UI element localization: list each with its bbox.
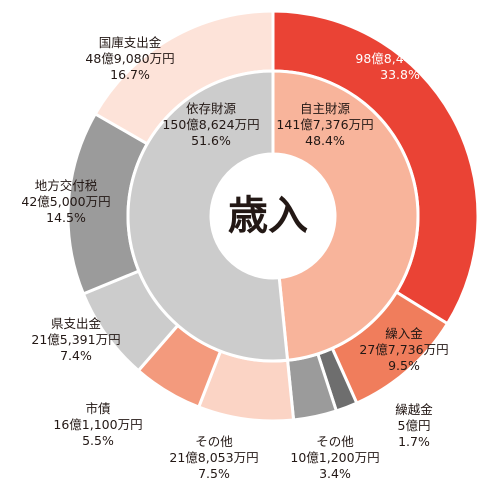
outer-label-4-amount: 21億8,053万円 [169,450,258,465]
inner-slice-1 [126,69,290,363]
outer-label-1-name: 繰入金 [385,326,423,341]
outer-label-5-amount: 16億1,100万円 [53,417,142,432]
outer-label-3-percent: 3.4% [319,466,351,481]
center-hole [211,154,335,278]
outer-label-5-name: 市債 [85,401,110,416]
outer-label-2-name: 繰越金 [395,402,433,417]
outer-label-7-amount: 42億5,000万円 [21,194,110,209]
inner-label-0-amount: 141億7,376万円 [276,117,373,132]
inner-label-1-percent: 51.6% [191,133,231,148]
inner-label-0-percent: 48.4% [305,133,345,148]
outer-label-7-name: 地方交付税 [35,178,98,193]
outer-label-0-name: 市税 [387,35,413,50]
outer-label-0-percent: 33.8% [380,67,420,82]
outer-label-7-percent: 14.5% [46,210,86,225]
inner-label-1-name: 依存財源 [186,101,237,116]
inner-label-1-amount: 150億8,624万円 [162,117,259,132]
outer-label-5-percent: 5.5% [82,433,114,448]
outer-label-2-percent: 1.7% [398,434,430,449]
chart-title: 歳入 [228,193,308,239]
outer-label-4-name: その他 [195,434,233,449]
outer-label-4-percent: 7.5% [198,466,230,481]
outer-label-6-amount: 21億5,391万円 [31,332,120,347]
outer-label-6-percent: 7.4% [60,348,92,363]
outer-label-3-amount: 10億1,200万円 [290,450,379,465]
outer-label-0-amount: 98億8,440万円 [355,51,444,66]
outer-label-8-amount: 48億9,080万円 [85,51,174,66]
outer-label-6-name: 県支出金 [51,316,102,331]
outer-label-8-name: 国庫支出金 [99,35,162,50]
outer-label-1-amount: 27億7,736万円 [359,342,448,357]
inner-label-0-name: 自主財源 [300,101,351,116]
outer-label-8-percent: 16.7% [110,67,150,82]
outer-label-3-name: その他 [316,434,354,449]
outer-label-1-percent: 9.5% [388,358,420,373]
outer-label-2-amount: 5億円 [398,418,431,433]
